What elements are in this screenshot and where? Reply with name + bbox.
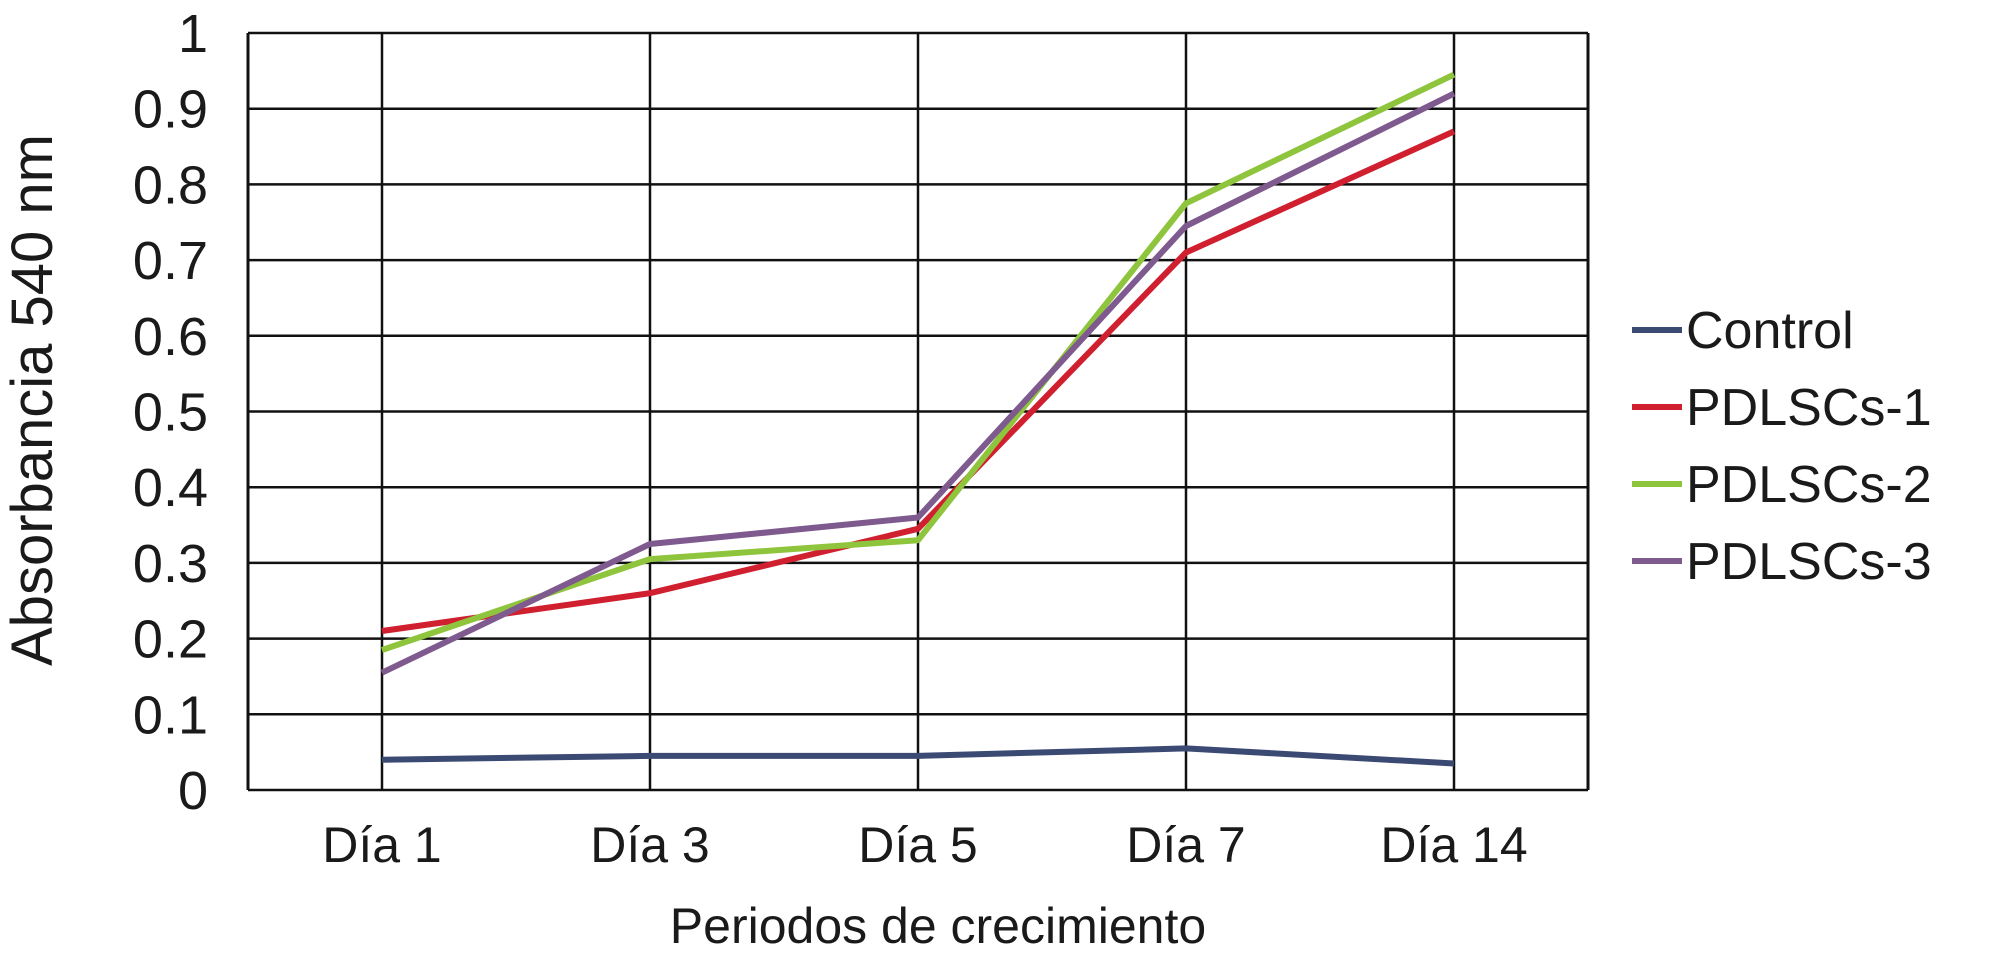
- x-tick-label: Día 14: [1380, 817, 1527, 873]
- y-axis-title: Absorbancia 540 nm: [0, 134, 65, 666]
- x-tick-label: Día 1: [322, 817, 442, 873]
- y-tick-label: 0.5: [133, 383, 208, 443]
- legend-label-pdlscs-1: PDLSCs-1: [1686, 379, 1932, 437]
- y-tick-label: 0.8: [133, 155, 208, 215]
- x-tick-label: Día 5: [858, 817, 978, 873]
- y-tick-label: 0.9: [133, 80, 208, 140]
- legend-label-pdlscs-3: PDLSCs-3: [1686, 533, 1932, 591]
- y-tick-label: 0: [178, 761, 208, 821]
- category-drop-lines: [380, 33, 1456, 790]
- y-tick-label: 0.6: [133, 307, 208, 367]
- legend: Control PDLSCs-1 PDLSCs-2 PDLSCs-3: [1632, 302, 1932, 591]
- x-axis-tick-labels: Día 1 Día 3 Día 5 Día 7 Día 14: [322, 817, 1527, 873]
- y-tick-label: 0.2: [133, 610, 208, 670]
- y-tick-label: 0.7: [133, 231, 208, 291]
- x-tick-label: Día 7: [1126, 817, 1246, 873]
- series-lines: [380, 71, 1456, 767]
- y-tick-label: 1: [178, 4, 208, 64]
- y-tick-label: 0.4: [133, 458, 208, 518]
- plot-area: [246, 33, 1590, 790]
- legend-label-control: Control: [1686, 302, 1854, 360]
- y-axis-tick-labels: 0 0.1 0.2 0.3 0.4 0.5 0.6 0.7 0.8 0.9 1: [133, 4, 208, 821]
- y-tick-label: 0.3: [133, 534, 208, 594]
- x-tick-label: Día 3: [590, 817, 710, 873]
- legend-label-pdlscs-2: PDLSCs-2: [1686, 456, 1932, 514]
- x-axis-title: Periodos de crecimiento: [670, 898, 1206, 954]
- series-line-control: [381, 745, 1455, 767]
- series-line-pdlscs-3: [380, 90, 1456, 676]
- series-line-pdlscs-1: [381, 128, 1456, 634]
- y-tick-label: 0.1: [133, 685, 208, 745]
